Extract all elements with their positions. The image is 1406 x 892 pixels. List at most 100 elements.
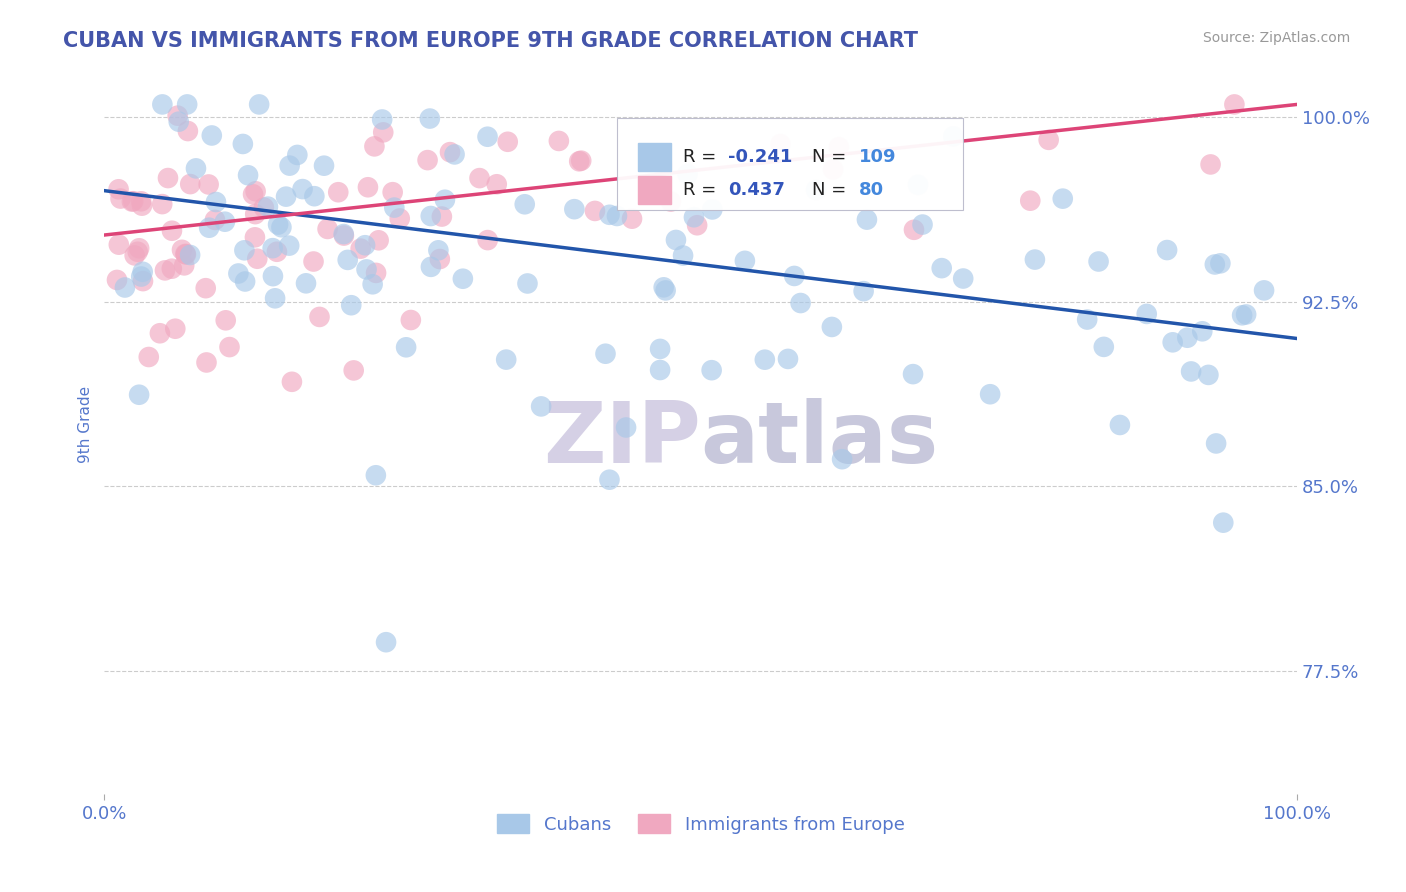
Point	[485, 178, 508, 192]
Point	[167, 114, 190, 128]
Text: atlas: atlas	[700, 398, 939, 481]
Point	[336, 252, 359, 267]
Point	[184, 161, 207, 176]
Point	[205, 194, 228, 209]
Point	[606, 209, 628, 223]
Point	[828, 140, 851, 154]
Point	[419, 112, 441, 126]
Point	[129, 194, 152, 209]
Point	[769, 136, 792, 151]
Point	[419, 260, 441, 274]
Point	[513, 197, 536, 211]
Point	[734, 253, 756, 268]
Point	[257, 200, 280, 214]
Point	[821, 320, 844, 334]
Point	[343, 363, 366, 377]
Point	[754, 352, 776, 367]
Point	[686, 219, 709, 233]
Point	[160, 261, 183, 276]
Point	[433, 193, 456, 207]
Point	[569, 153, 592, 168]
Point	[831, 452, 853, 467]
Point	[242, 187, 264, 202]
Point	[942, 129, 965, 144]
Text: ZIP: ZIP	[543, 398, 700, 481]
Point	[911, 218, 934, 232]
Point	[295, 277, 318, 291]
Point	[931, 261, 953, 276]
Point	[132, 274, 155, 288]
Point	[700, 363, 723, 377]
Point	[233, 244, 256, 258]
Point	[367, 233, 389, 247]
Point	[373, 125, 395, 139]
Point	[430, 210, 453, 224]
Point	[228, 267, 250, 281]
Point	[204, 213, 226, 227]
Point	[108, 237, 131, 252]
Point	[648, 342, 671, 356]
Point	[683, 211, 706, 225]
Point	[427, 244, 450, 258]
Point	[267, 218, 290, 232]
Point	[516, 277, 538, 291]
Text: R =: R =	[683, 181, 721, 199]
Point	[281, 375, 304, 389]
Point	[266, 244, 288, 259]
Point	[179, 177, 201, 191]
Text: R =: R =	[683, 148, 721, 167]
FancyBboxPatch shape	[617, 118, 963, 211]
Point	[201, 128, 224, 143]
Point	[121, 194, 143, 209]
Point	[823, 162, 845, 177]
Bar	[637, 176, 671, 203]
Point	[1052, 192, 1074, 206]
Point	[495, 352, 517, 367]
Point	[1087, 254, 1109, 268]
Point	[672, 248, 695, 262]
Point	[245, 207, 267, 221]
Point	[1175, 331, 1198, 345]
Bar	[637, 144, 671, 171]
Point	[676, 167, 699, 181]
Point	[340, 298, 363, 312]
Point	[1092, 340, 1115, 354]
Point	[262, 269, 284, 284]
Point	[903, 223, 925, 237]
Point	[651, 159, 673, 173]
Point	[302, 254, 325, 268]
Point	[1180, 364, 1202, 378]
Point	[149, 326, 172, 341]
Point	[419, 209, 441, 223]
Point	[166, 109, 188, 123]
Point	[388, 211, 411, 226]
Point	[1234, 308, 1257, 322]
Point	[477, 129, 499, 144]
Point	[621, 211, 644, 226]
Point	[429, 252, 451, 266]
Point	[124, 248, 146, 262]
Point	[179, 248, 201, 262]
Point	[198, 220, 221, 235]
Point	[468, 171, 491, 186]
Point	[215, 313, 238, 327]
Point	[176, 97, 198, 112]
Point	[496, 135, 519, 149]
Point	[547, 134, 569, 148]
Point	[443, 147, 465, 161]
Point	[654, 284, 676, 298]
Text: N =: N =	[811, 148, 852, 167]
Point	[361, 277, 384, 292]
Point	[901, 367, 924, 381]
Point	[1199, 157, 1222, 171]
Point	[194, 281, 217, 295]
Point	[129, 269, 152, 284]
Point	[439, 145, 461, 160]
Point	[270, 220, 292, 235]
Point	[783, 268, 806, 283]
Text: CUBAN VS IMMIGRANTS FROM EUROPE 9TH GRADE CORRELATION CHART: CUBAN VS IMMIGRANTS FROM EUROPE 9TH GRAD…	[63, 31, 918, 51]
Point	[357, 180, 380, 194]
Point	[128, 241, 150, 255]
Legend: Cubans, Immigrants from Europe: Cubans, Immigrants from Europe	[489, 807, 912, 841]
Point	[195, 355, 218, 369]
